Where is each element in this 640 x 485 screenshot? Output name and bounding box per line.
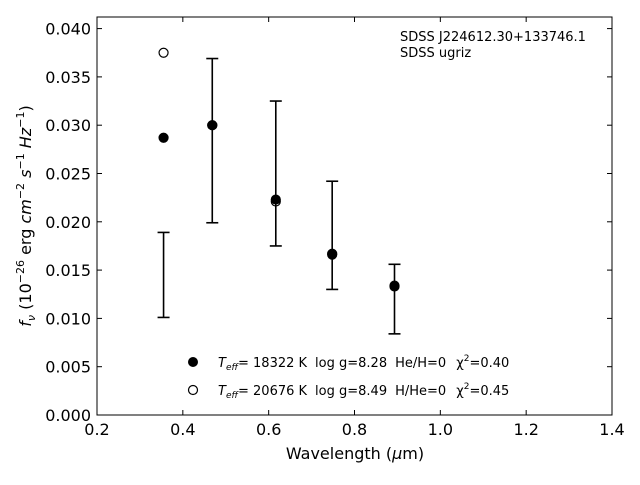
model-point-open [389,280,400,291]
y-tick-label: 0.015 [45,261,91,280]
axis-tick-labels: 0.2 0.4 0.6 0.8 1.0 1.2 1.4 0.000 0.005 0.010 0.01… [45,20,625,439]
observed-error-bar [206,57,219,224]
legend-marker-open [187,384,199,396]
x-tick-label: 1.4 [599,420,624,439]
x-tick-label: 0.4 [170,420,195,439]
model-point-open [158,47,169,58]
x-tick-label: 0.8 [342,420,367,439]
plot-frame [96,16,613,416]
y-tick-label: 0.040 [45,20,91,39]
error-bars [157,57,401,335]
model-point-filled [158,132,169,143]
x-tick-label: 1.0 [428,420,453,439]
model-point-open [207,120,218,131]
observed-error-bar [269,100,282,247]
observed-error-bar [388,263,401,335]
y-tick-label: 0.005 [45,358,91,377]
y-axis-label: fν (10−26 erg cm−2 s−1 Hz−1) [14,105,38,326]
y-tick-label: 0.010 [45,309,91,328]
y-tick-label: 0.020 [45,213,91,232]
data-points [158,47,400,292]
model-point-open [270,196,281,207]
observed-error-bar [326,180,339,291]
x-tick-label: 1.2 [513,420,538,439]
model-point-open [327,249,338,260]
y-tick-label: 0.000 [45,406,91,425]
observed-error-bar [157,231,170,319]
y-tick-label: 0.035 [45,68,91,87]
x-tick-label: 0.2 [84,420,109,439]
y-tick-label: 0.030 [45,116,91,135]
legend-marker-filled [188,357,198,367]
x-axis-label: Wavelength (μm) [286,444,424,463]
x-tick-label: 0.6 [256,420,281,439]
annotation-object: SDSS J224612.30+133746.1 [400,30,586,45]
y-tick-label: 0.025 [45,164,91,183]
annotation-survey: SDSS ugriz [400,46,471,61]
